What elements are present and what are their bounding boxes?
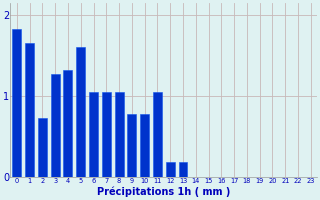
Bar bbox=[127, 114, 136, 177]
Bar bbox=[51, 74, 60, 177]
X-axis label: Précipitations 1h ( mm ): Précipitations 1h ( mm ) bbox=[97, 187, 230, 197]
Bar bbox=[166, 162, 175, 177]
Bar bbox=[140, 114, 149, 177]
Bar bbox=[115, 92, 124, 177]
Bar bbox=[12, 29, 21, 177]
Bar bbox=[102, 92, 111, 177]
Bar bbox=[25, 43, 34, 177]
Bar bbox=[89, 92, 98, 177]
Bar bbox=[153, 92, 162, 177]
Bar bbox=[76, 47, 85, 177]
Bar bbox=[179, 162, 188, 177]
Bar bbox=[38, 118, 47, 177]
Bar bbox=[63, 70, 72, 177]
